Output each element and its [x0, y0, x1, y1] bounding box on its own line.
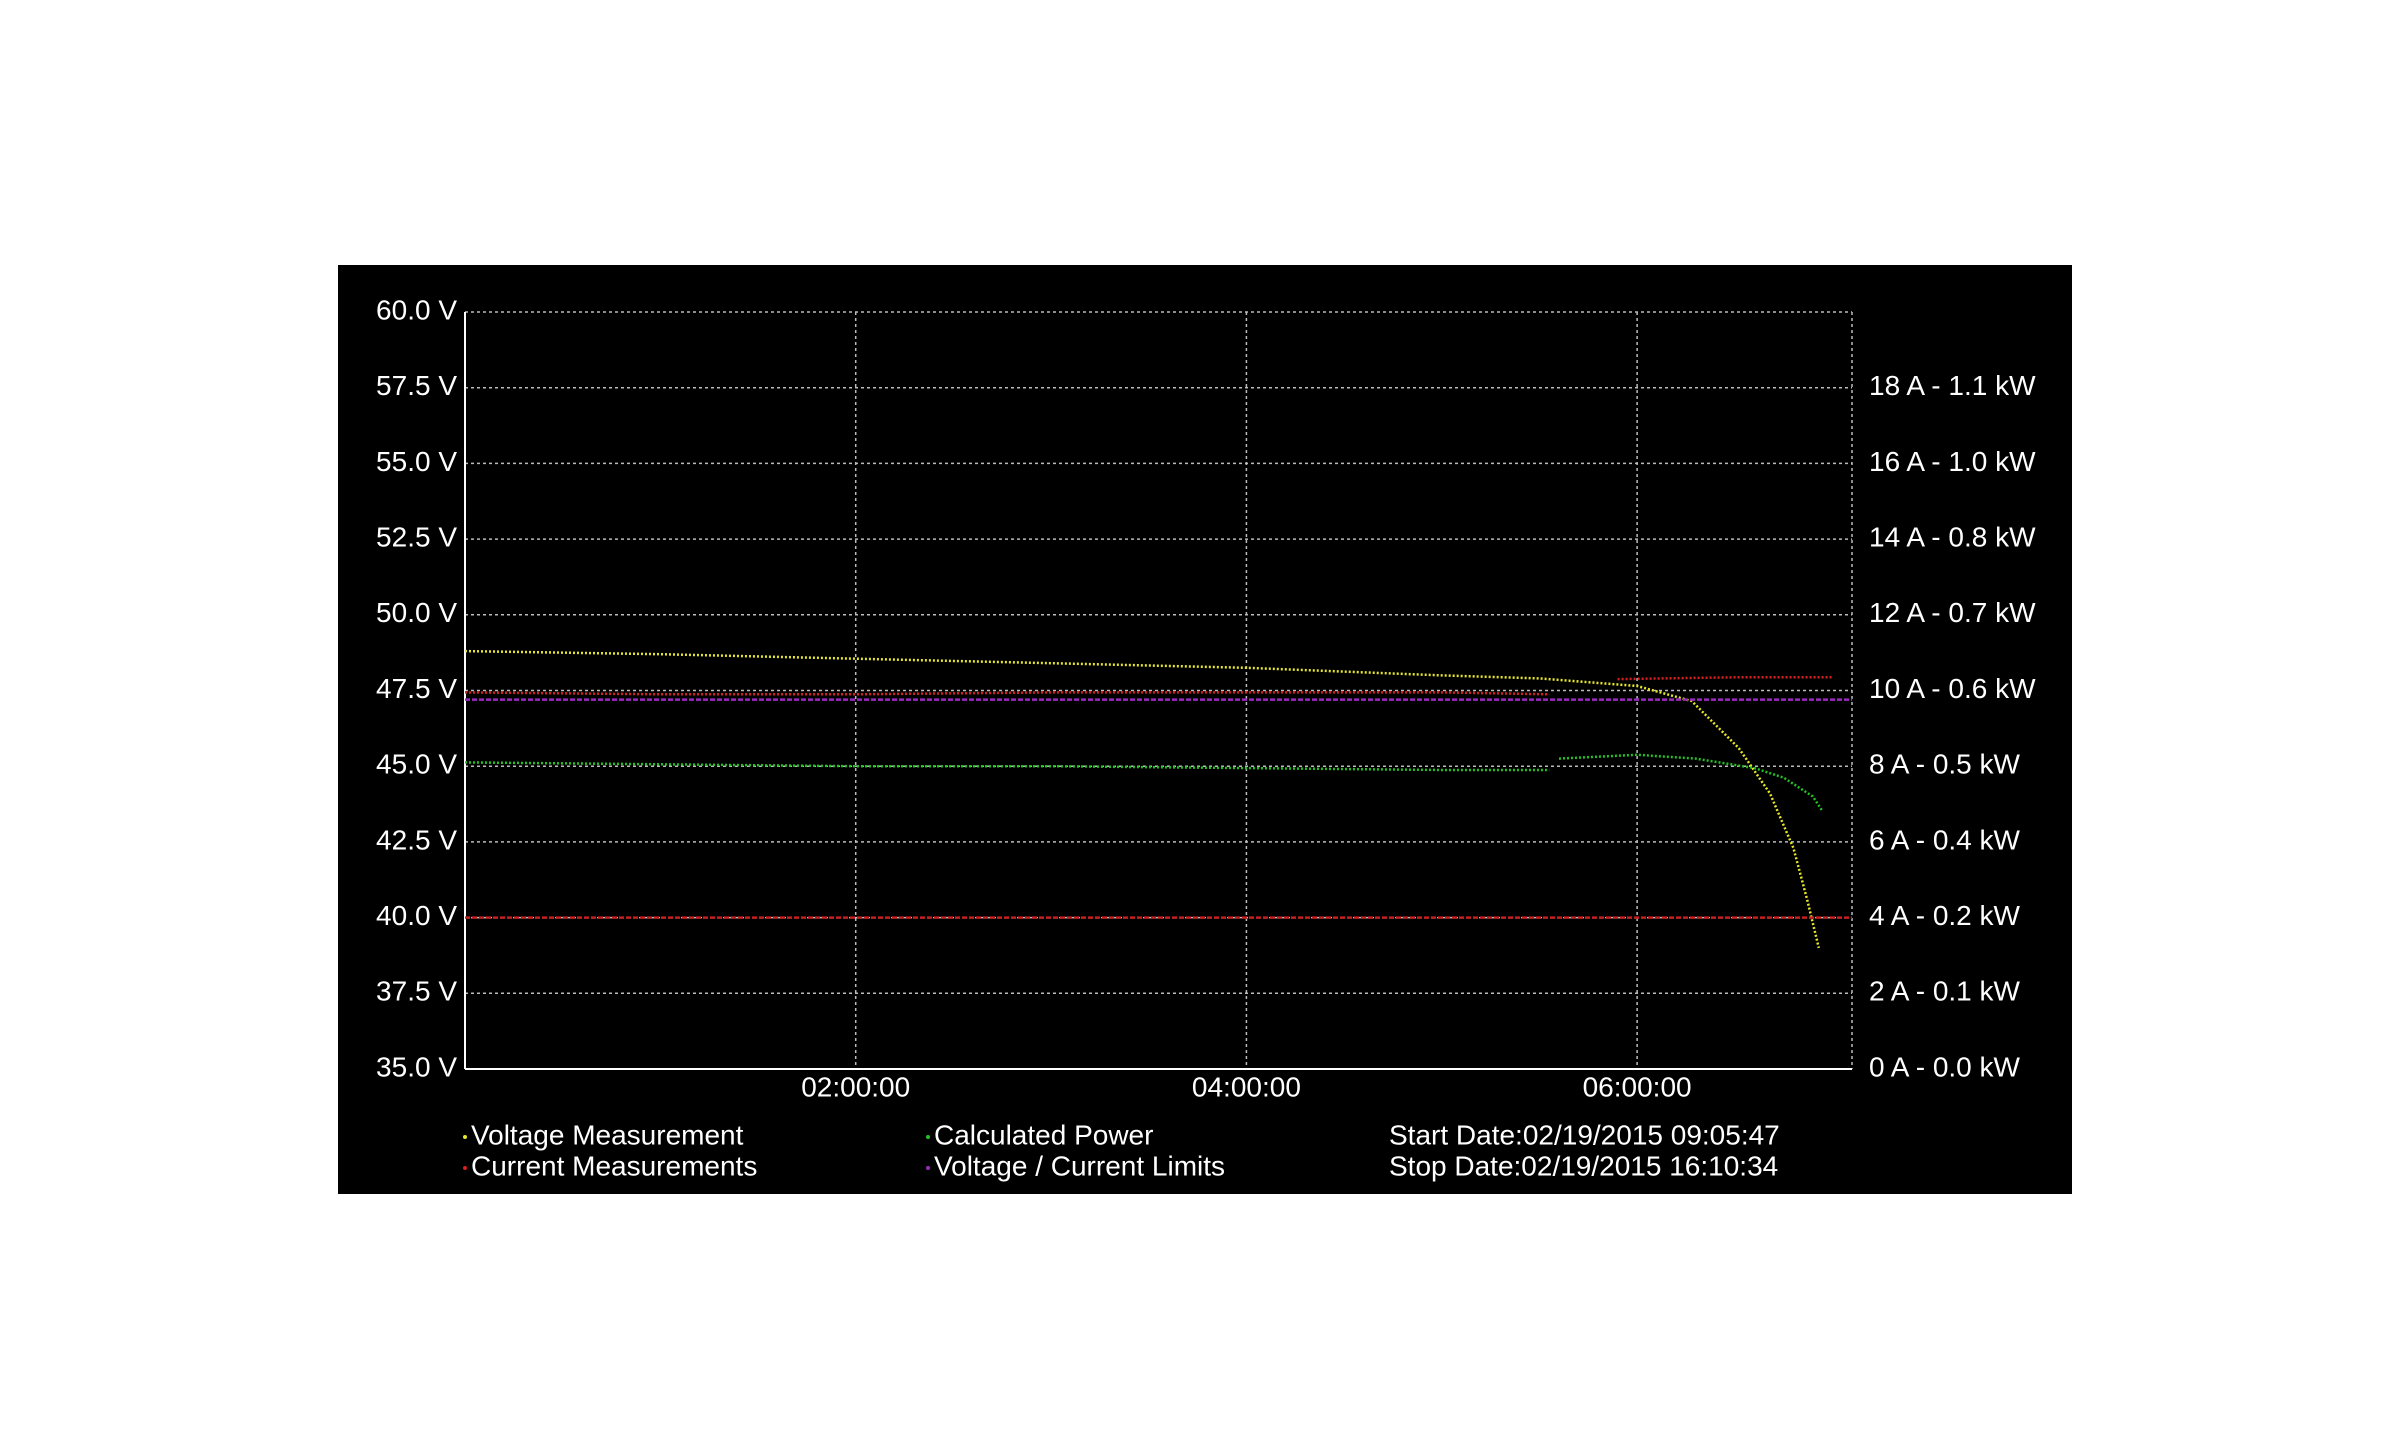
y2-tick-label: 6 A - 0.4 kW — [1869, 824, 2021, 855]
x-tick-label: 06:00:00 — [1583, 1071, 1692, 1102]
y-tick-label: 40.0 V — [376, 900, 457, 931]
y-tick-label: 37.5 V — [376, 976, 457, 1007]
chart-panel — [338, 265, 2072, 1194]
y-tick-label: 50.0 V — [376, 597, 457, 628]
legend-label: Current Measurements — [471, 1150, 757, 1181]
y2-tick-label: 18 A - 1.1 kW — [1869, 370, 2036, 401]
y2-tick-label: 8 A - 0.5 kW — [1869, 749, 2021, 780]
y2-tick-label: 10 A - 0.6 kW — [1869, 673, 2036, 704]
x-tick-label: 04:00:00 — [1192, 1071, 1301, 1102]
y-tick-label: 55.0 V — [376, 446, 457, 477]
y-tick-label: 45.0 V — [376, 749, 457, 780]
y2-tick-label: 12 A - 0.7 kW — [1869, 597, 2036, 628]
y-tick-label: 35.0 V — [376, 1051, 457, 1082]
legend-marker — [463, 1166, 467, 1170]
y2-tick-label: 14 A - 0.8 kW — [1869, 521, 2036, 552]
y-tick-label: 52.5 V — [376, 521, 457, 552]
y2-tick-label: 16 A - 1.0 kW — [1869, 446, 2036, 477]
stop-date: Stop Date:02/19/2015 16:10:34 — [1389, 1150, 1778, 1181]
legend-marker — [926, 1135, 930, 1139]
y2-tick-label: 2 A - 0.1 kW — [1869, 976, 2021, 1007]
y-tick-label: 57.5 V — [376, 370, 457, 401]
y2-tick-label: 4 A - 0.2 kW — [1869, 900, 2021, 931]
series-line — [464, 753, 1824, 813]
legend-label: Voltage Measurement — [471, 1119, 744, 1150]
x-tick-label: 02:00:00 — [801, 1071, 910, 1102]
legend-label: Voltage / Current Limits — [934, 1150, 1225, 1181]
legend-marker — [463, 1135, 467, 1139]
start-date: Start Date:02/19/2015 09:05:47 — [1389, 1119, 1780, 1150]
legend-marker — [926, 1166, 930, 1170]
series-line — [464, 676, 1833, 696]
y-tick-label: 42.5 V — [376, 824, 457, 855]
y2-tick-label: 0 A - 0.0 kW — [1869, 1051, 2021, 1082]
y-tick-label: 47.5 V — [376, 673, 457, 704]
legend-label: Calculated Power — [934, 1119, 1153, 1150]
y-tick-label: 60.0 V — [376, 294, 457, 325]
series-line — [464, 649, 1821, 949]
